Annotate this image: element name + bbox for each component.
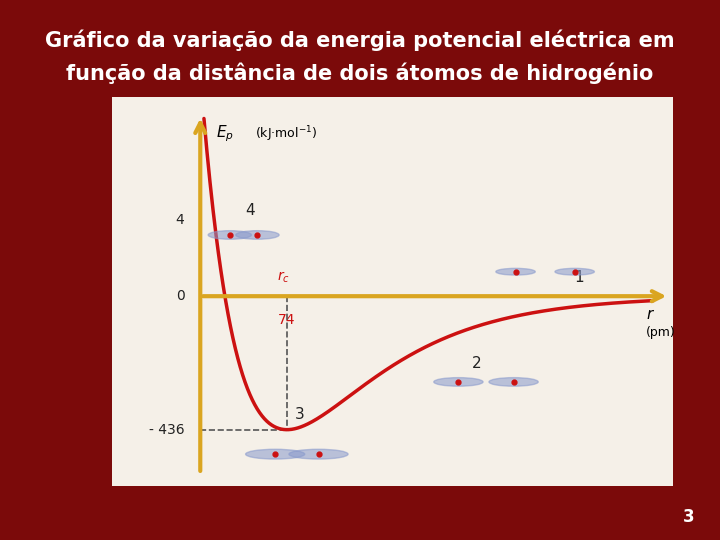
Text: 3: 3 — [295, 407, 305, 422]
Text: 2: 2 — [472, 356, 482, 371]
Text: $\it{r_c}$: $\it{r_c}$ — [276, 270, 289, 286]
Text: $\it{E_p}$: $\it{E_p}$ — [216, 124, 234, 144]
Ellipse shape — [289, 449, 348, 459]
Ellipse shape — [433, 377, 483, 386]
Text: (pm): (pm) — [646, 326, 675, 340]
Text: Gráfico da variação da energia potencial eléctrica em: Gráfico da variação da energia potencial… — [45, 30, 675, 51]
Ellipse shape — [246, 449, 305, 459]
Text: 3: 3 — [683, 509, 695, 526]
Ellipse shape — [235, 231, 279, 239]
Text: função da distância de dois átomos de hidrogénio: função da distância de dois átomos de hi… — [66, 62, 654, 84]
Text: 4: 4 — [246, 203, 255, 218]
Text: (kJ·mol$^{-1}$): (kJ·mol$^{-1}$) — [256, 124, 318, 144]
Text: 74: 74 — [278, 313, 296, 327]
Text: 4: 4 — [176, 213, 184, 227]
Text: - 436: - 436 — [149, 423, 184, 437]
Text: 0: 0 — [176, 289, 184, 303]
Text: $\it{r}$: $\it{r}$ — [646, 307, 654, 322]
Text: 1: 1 — [575, 271, 585, 285]
Ellipse shape — [208, 231, 251, 239]
Ellipse shape — [496, 268, 535, 275]
Ellipse shape — [555, 268, 595, 275]
Ellipse shape — [489, 377, 539, 386]
